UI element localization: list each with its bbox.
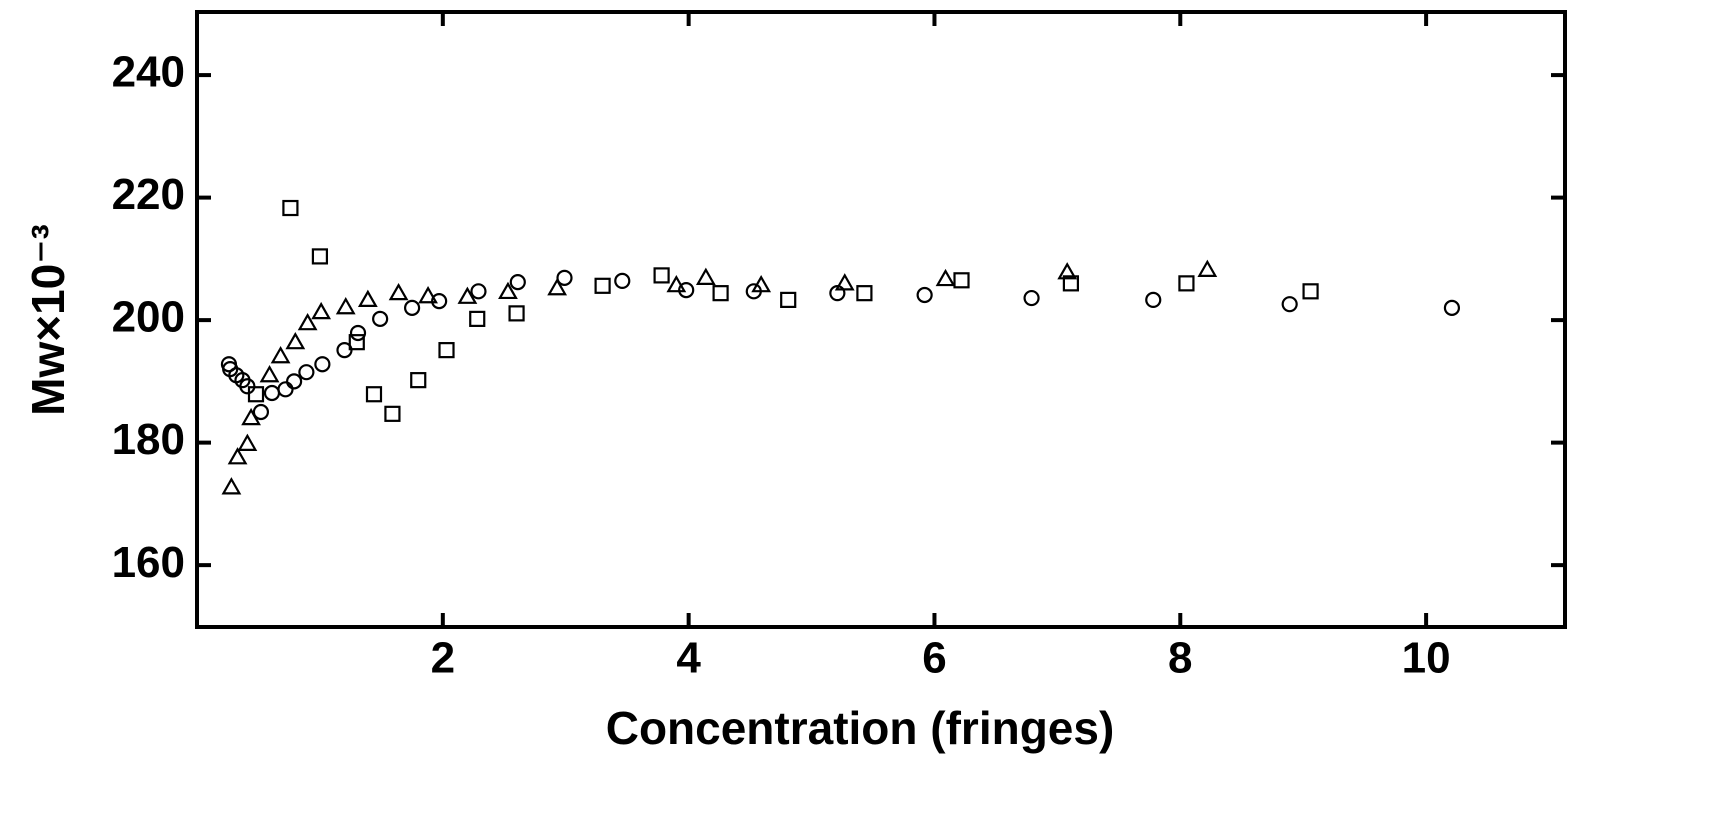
square-marker xyxy=(712,285,729,302)
triangle-marker xyxy=(834,273,855,291)
square-marker xyxy=(282,199,299,217)
triangle-marker xyxy=(1197,259,1218,277)
triangle-marker xyxy=(335,297,356,315)
square-marker xyxy=(594,277,611,294)
square-marker xyxy=(348,334,365,351)
circle-marker xyxy=(470,283,487,300)
square-marker xyxy=(438,342,455,359)
square-marker xyxy=(247,386,265,403)
x-tick-label: 6 xyxy=(922,634,946,683)
square-marker xyxy=(856,285,873,302)
circle-marker xyxy=(556,269,573,286)
circle-marker xyxy=(403,299,421,316)
circle-marker xyxy=(1443,299,1461,316)
triangle-marker xyxy=(457,286,478,304)
triangle-marker xyxy=(751,274,772,293)
circle-marker xyxy=(263,384,281,402)
y-tick-label: 240 xyxy=(112,48,185,97)
circle-marker xyxy=(349,324,367,342)
y-tick-label: 160 xyxy=(112,538,185,587)
square-marker xyxy=(508,305,525,322)
y-tick-label: 220 xyxy=(112,170,185,219)
circle-marker xyxy=(372,310,389,327)
circle-marker xyxy=(298,364,315,381)
circle-marker xyxy=(314,356,331,373)
triangle-marker xyxy=(227,447,248,465)
circle-marker xyxy=(916,286,933,304)
triangle-marker xyxy=(1057,262,1078,280)
circle-marker xyxy=(285,373,303,390)
triangle-marker xyxy=(241,407,261,426)
triangle-marker xyxy=(311,301,332,320)
circle-marker xyxy=(1281,296,1298,313)
square-marker xyxy=(953,272,970,289)
triangle-marker xyxy=(388,282,409,301)
triangle-marker xyxy=(498,281,518,300)
y-axis-label: Mw×10⁻³ xyxy=(22,224,74,416)
square-marker xyxy=(469,310,486,327)
x-tick-label: 4 xyxy=(676,634,701,683)
triangle-marker xyxy=(259,365,280,383)
triangle-marker xyxy=(357,289,378,307)
square-marker xyxy=(1302,283,1319,300)
circle-marker xyxy=(252,403,270,421)
triangle-marker xyxy=(935,268,956,287)
triangle-marker xyxy=(547,278,568,296)
circle-marker xyxy=(509,274,526,291)
circle-marker xyxy=(1023,289,1040,307)
x-tick-label: 10 xyxy=(1402,634,1451,683)
circle-marker xyxy=(1145,291,1162,308)
plot-frame xyxy=(195,10,1567,629)
y-tick-label: 180 xyxy=(112,415,185,464)
triangle-marker xyxy=(270,346,291,364)
square-marker xyxy=(365,386,383,403)
triangle-marker xyxy=(237,433,258,451)
x-axis-label: Concentration (fringes) xyxy=(606,702,1115,754)
square-marker xyxy=(653,267,670,284)
triangle-marker xyxy=(221,477,242,495)
triangle-marker xyxy=(666,274,687,293)
triangle-marker xyxy=(297,312,318,331)
circle-marker xyxy=(614,272,631,290)
x-tick-label: 8 xyxy=(1168,634,1192,683)
triangle-marker xyxy=(418,286,438,304)
square-marker xyxy=(1178,275,1195,292)
square-marker xyxy=(780,291,797,308)
circle-marker xyxy=(277,381,294,398)
triangle-marker xyxy=(285,331,306,350)
square-marker xyxy=(384,405,401,422)
square-marker xyxy=(1062,275,1079,292)
square-marker xyxy=(410,372,427,389)
triangle-marker xyxy=(695,267,716,285)
x-tick-label: 2 xyxy=(431,634,455,683)
y-tick-label: 200 xyxy=(112,293,185,342)
square-marker xyxy=(311,248,329,265)
